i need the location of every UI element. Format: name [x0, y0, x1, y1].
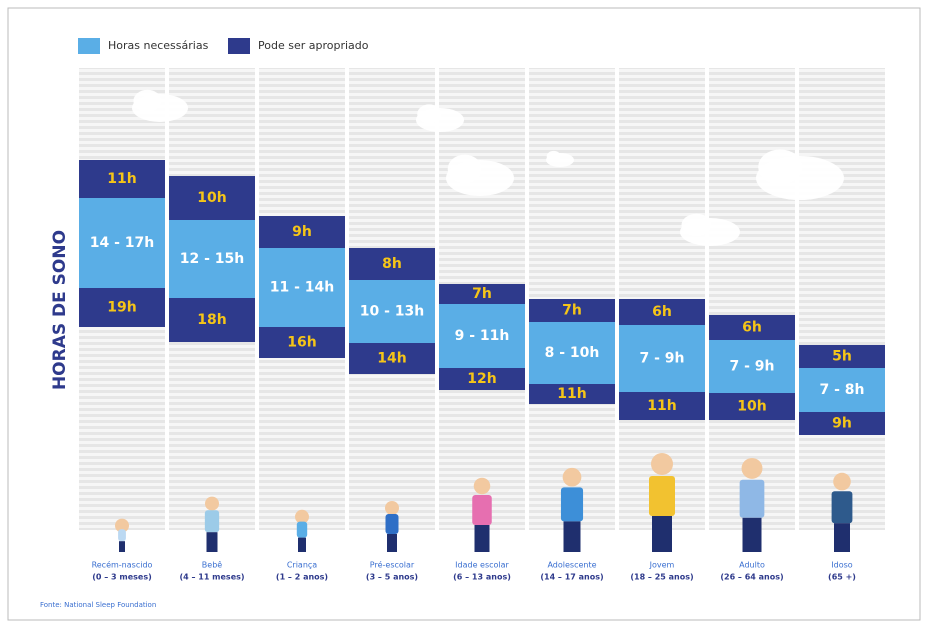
category-label: Criança — [287, 561, 317, 570]
box-label: 7 - 8h — [819, 382, 864, 398]
legend-swatch — [78, 38, 100, 54]
figure-body — [649, 476, 675, 516]
box-label: 11h — [647, 398, 676, 414]
legend-swatch — [228, 38, 250, 54]
category-age: (14 – 17 anos) — [540, 573, 603, 582]
box-label: 12h — [467, 371, 496, 387]
box-label: 9h — [292, 224, 312, 240]
box-label: 5h — [832, 349, 852, 365]
figure-legs — [119, 541, 125, 552]
source: Fonte: National Sleep Foundation — [40, 601, 156, 609]
category-label: Pré-escolar — [370, 560, 415, 570]
category-age: (6 – 13 anos) — [453, 573, 511, 582]
category-label: Recém-nascido — [92, 560, 153, 570]
box-label: 16h — [287, 335, 316, 351]
figure-legs — [652, 516, 672, 552]
cloud — [547, 151, 561, 162]
figure-body — [740, 480, 765, 518]
figure-head — [385, 501, 399, 515]
box-label: 8 - 10h — [545, 345, 600, 361]
figure-body — [118, 529, 126, 541]
figure-head — [651, 453, 673, 475]
cloud — [133, 90, 161, 112]
box-label: 7 - 9h — [729, 359, 774, 375]
category-age: (65 +) — [828, 573, 856, 582]
cloud — [448, 155, 482, 184]
box-label: 14 - 17h — [90, 235, 155, 251]
figure-head — [563, 468, 582, 487]
category-label: Jovem — [649, 561, 675, 570]
cloud — [417, 104, 441, 123]
box-label: 9 - 11h — [455, 328, 510, 344]
figure-head — [742, 458, 763, 479]
box-label: 6h — [742, 320, 762, 336]
stripe-column — [799, 68, 885, 530]
figure-legs — [387, 534, 397, 552]
box-label: 10h — [197, 190, 226, 206]
box-label: 11h — [557, 386, 586, 402]
category-label: Adulto — [739, 561, 765, 570]
figure-head — [474, 478, 491, 495]
figure-legs — [207, 532, 218, 552]
box-label: 7h — [472, 286, 492, 302]
category-age: (1 – 2 anos) — [276, 573, 328, 582]
cloud — [758, 149, 802, 184]
figure-legs — [475, 525, 490, 552]
figure-legs — [743, 518, 762, 552]
category-age: (0 – 3 meses) — [92, 573, 152, 582]
legend-label: Horas necessárias — [108, 39, 209, 52]
box-label: 12 - 15h — [180, 251, 245, 267]
box-label: 19h — [107, 300, 136, 316]
y-label: HORAS DE SONO — [50, 230, 70, 390]
box-label: 11h — [107, 171, 136, 187]
box-label: 9h — [832, 416, 852, 432]
figure-body — [297, 522, 307, 538]
figure-body — [832, 491, 853, 523]
box-label: 6h — [652, 304, 672, 320]
category-age: (3 – 5 anos) — [366, 573, 418, 582]
figure-body — [561, 487, 583, 521]
infographic: Horas necessárias Pode ser apropriado HO… — [0, 0, 928, 629]
figure-body — [386, 514, 399, 534]
box-label: 18h — [197, 312, 226, 328]
figure-head — [205, 497, 219, 511]
box-label: 10h — [737, 399, 766, 415]
figure-legs — [834, 523, 850, 552]
category-label: Idoso — [831, 561, 853, 570]
box-label: 11 - 14h — [270, 280, 335, 296]
figure-body — [472, 495, 492, 525]
category-age: (26 – 64 anos) — [720, 573, 783, 582]
category-age: (4 – 11 meses) — [179, 573, 244, 582]
category-label: Idade escolar — [455, 561, 509, 570]
figure-legs — [298, 538, 306, 552]
category-age: (18 – 25 anos) — [630, 573, 693, 582]
legend-label: Pode ser apropriado — [258, 39, 369, 52]
figure-legs — [564, 521, 581, 552]
box-label: 10 - 13h — [360, 304, 425, 320]
category-label: Adolescente — [547, 561, 596, 570]
cloud — [682, 214, 712, 236]
figure-head — [833, 473, 851, 491]
box-label: 7 - 9h — [639, 351, 684, 367]
box-label: 8h — [382, 256, 402, 272]
category-label: Bebê — [202, 560, 222, 570]
box-label: 7h — [562, 303, 582, 319]
box-label: 14h — [377, 351, 406, 367]
figure-body — [205, 510, 219, 532]
